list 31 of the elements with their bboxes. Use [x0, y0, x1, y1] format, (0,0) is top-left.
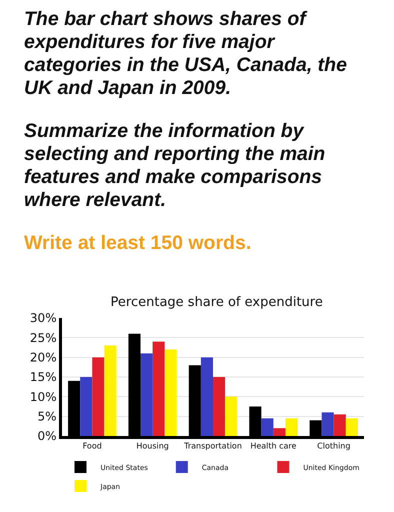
text: The bar chart shows shares of expenditures for five major categories in the USA, Canada, the UK and Japan in 2009. [24, 8, 348, 100]
bar [104, 346, 116, 436]
y-tick-label: 5% [38, 410, 57, 424]
x-tick-label: Food [82, 442, 102, 451]
text: Write at least 150 words. [24, 232, 252, 255]
bar [213, 377, 226, 436]
x-tick-label: Transportation [183, 442, 242, 451]
x-tick-label: Housing [136, 442, 169, 451]
bar [285, 418, 298, 436]
y-tick-label: 25% [30, 330, 57, 345]
bar [200, 357, 213, 436]
x-tick-label: Clothing [317, 442, 350, 451]
bar [322, 412, 334, 436]
y-tick-label: 20% [30, 350, 57, 365]
text: Summarize the information by selecting and reporting the main features and make comparisons where relevant. [24, 120, 326, 212]
chart-title: Percentage share of expenditure [110, 294, 323, 310]
bar [346, 418, 358, 436]
bar [92, 357, 104, 436]
y-tick-label: 30% [30, 311, 57, 326]
y-tick-label: 10% [30, 390, 57, 404]
bar [261, 418, 274, 436]
bar [334, 414, 346, 436]
bar [140, 353, 153, 436]
y-tick-label: 0% [38, 429, 57, 444]
bar [152, 342, 165, 436]
x-tick-label: Health care [250, 442, 297, 451]
bar [273, 428, 286, 436]
y-tick-label: 15% [30, 370, 57, 384]
bar [80, 377, 92, 436]
bar [225, 396, 238, 436]
bar [164, 349, 177, 436]
